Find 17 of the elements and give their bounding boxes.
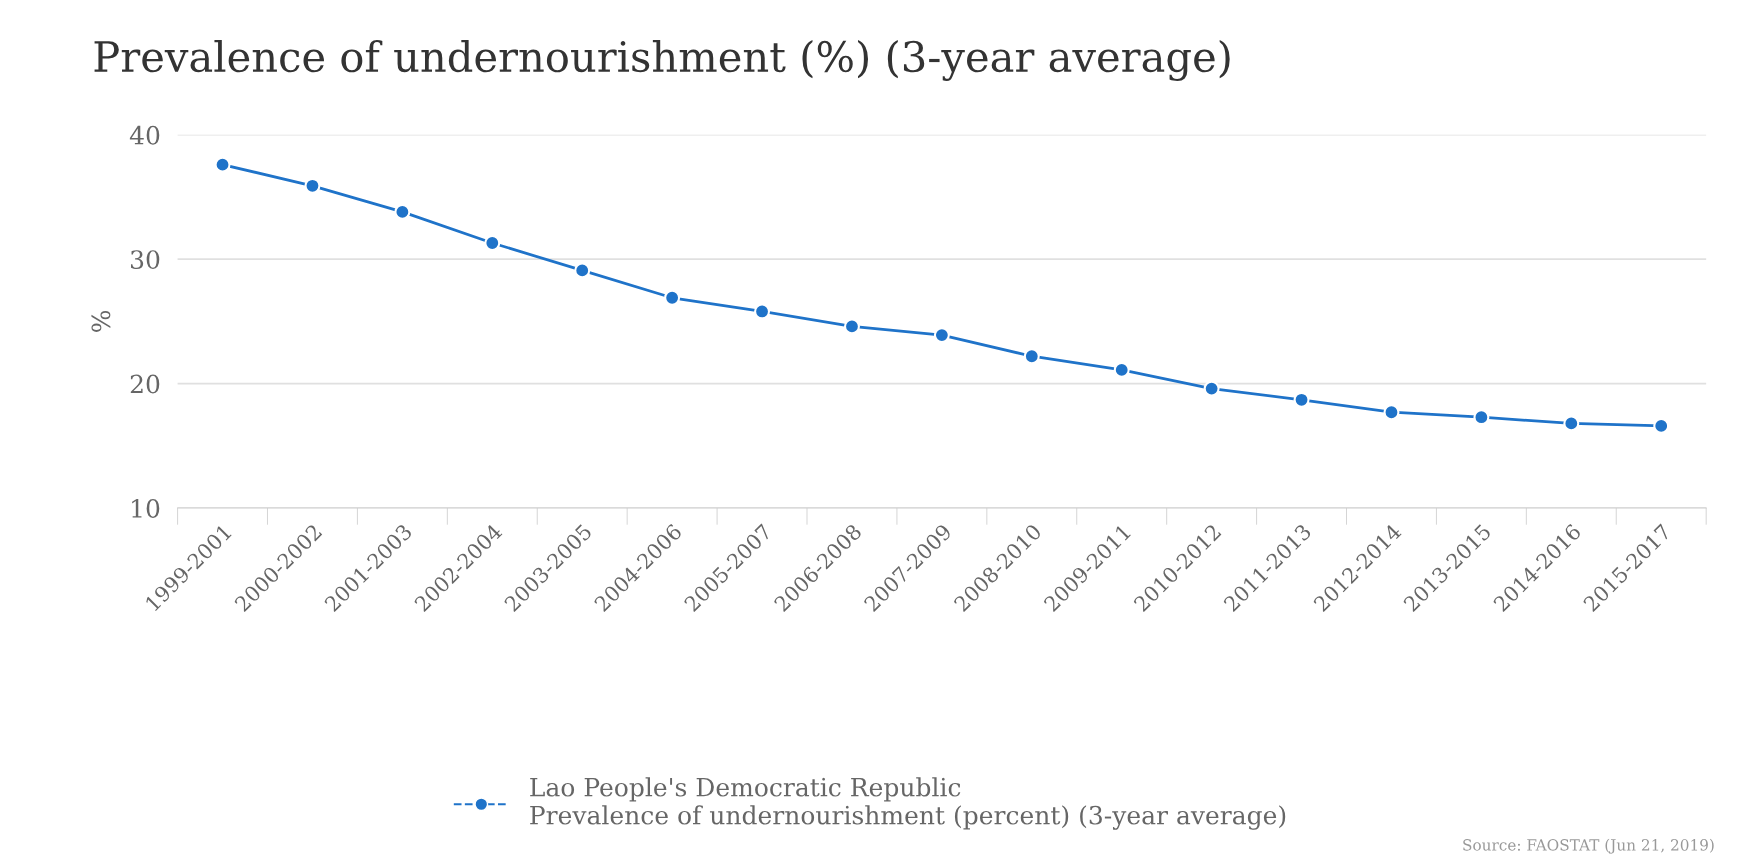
chart-title: Prevalence of undernourishment (%) (3-year average): [94, 40, 1230, 81]
point: [1203, 380, 1220, 397]
source-note: Source: FAOSTAT (Jun 21, 2019): [1463, 838, 1714, 854]
point: [754, 303, 771, 320]
point: [214, 156, 231, 173]
point: [843, 318, 860, 335]
point: [1023, 348, 1040, 365]
y-tick-label: 20: [130, 374, 160, 394]
point: [574, 262, 591, 279]
y-tick-label: 10: [132, 498, 160, 518]
legend-label: Lao People's Democratic Republic Prevalence of undernourishment (percent) (3-year average): [530, 777, 1286, 830]
point: [1383, 404, 1400, 421]
point: [664, 289, 681, 306]
y-axis-title: %: [91, 310, 111, 332]
y-tick-label: 40: [129, 125, 160, 145]
point: [1563, 415, 1580, 432]
y-tick-label: 30: [131, 250, 160, 270]
